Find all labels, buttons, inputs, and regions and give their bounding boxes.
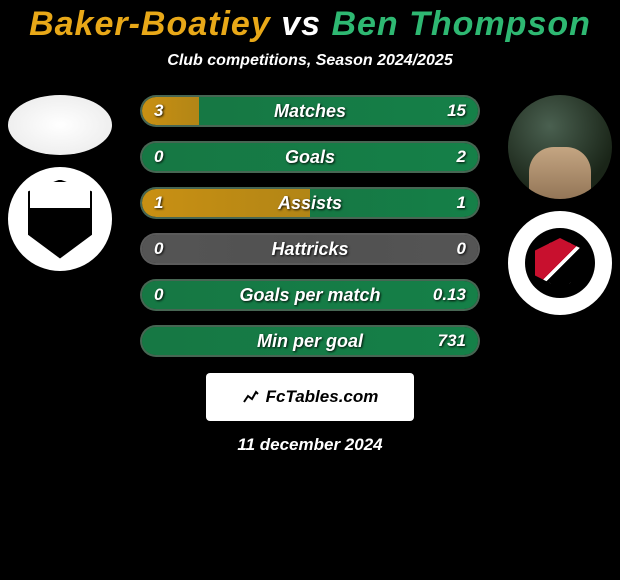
attribution-logo-icon	[242, 388, 260, 406]
subtitle: Club competitions, Season 2024/2025	[167, 52, 452, 70]
comparison-container: Baker-Boatiey vs Ben Thompson Club compe…	[0, 0, 620, 580]
player2-avatar	[508, 95, 612, 199]
stats-bars: 315Matches 02Goals 11Assists 00Hattricks 00.…	[140, 95, 480, 357]
comparison-area: 315Matches 02Goals 11Assists 00Hattricks 00.…	[0, 95, 620, 357]
right-avatars	[508, 95, 612, 327]
player2-club-badge	[508, 211, 612, 315]
player1-club-badge	[8, 167, 112, 271]
stat-label: Goals	[142, 147, 478, 168]
stat-bar: 315Matches	[140, 95, 480, 127]
player1-name: Baker-Boatiey	[29, 5, 271, 43]
stat-label: Assists	[142, 193, 478, 214]
stat-bar: 11Assists	[140, 187, 480, 219]
vs-label: vs	[281, 5, 321, 43]
page-title: Baker-Boatiey vs Ben Thompson	[29, 5, 591, 44]
stat-bar: 02Goals	[140, 141, 480, 173]
attribution-text: FcTables.com	[266, 387, 379, 407]
left-avatars	[8, 95, 112, 283]
player1-avatar	[8, 95, 112, 155]
stat-bar: 00Hattricks	[140, 233, 480, 265]
player2-name: Ben Thompson	[331, 5, 590, 43]
stat-bar: 00.13Goals per match	[140, 279, 480, 311]
attribution-badge: FcTables.com	[206, 373, 415, 421]
date-label: 11 december 2024	[237, 435, 382, 455]
stat-label: Matches	[142, 101, 478, 122]
stat-label: Min per goal	[142, 331, 478, 352]
stat-bar: 731Min per goal	[140, 325, 480, 357]
stat-label: Goals per match	[142, 285, 478, 306]
stat-label: Hattricks	[142, 239, 478, 260]
